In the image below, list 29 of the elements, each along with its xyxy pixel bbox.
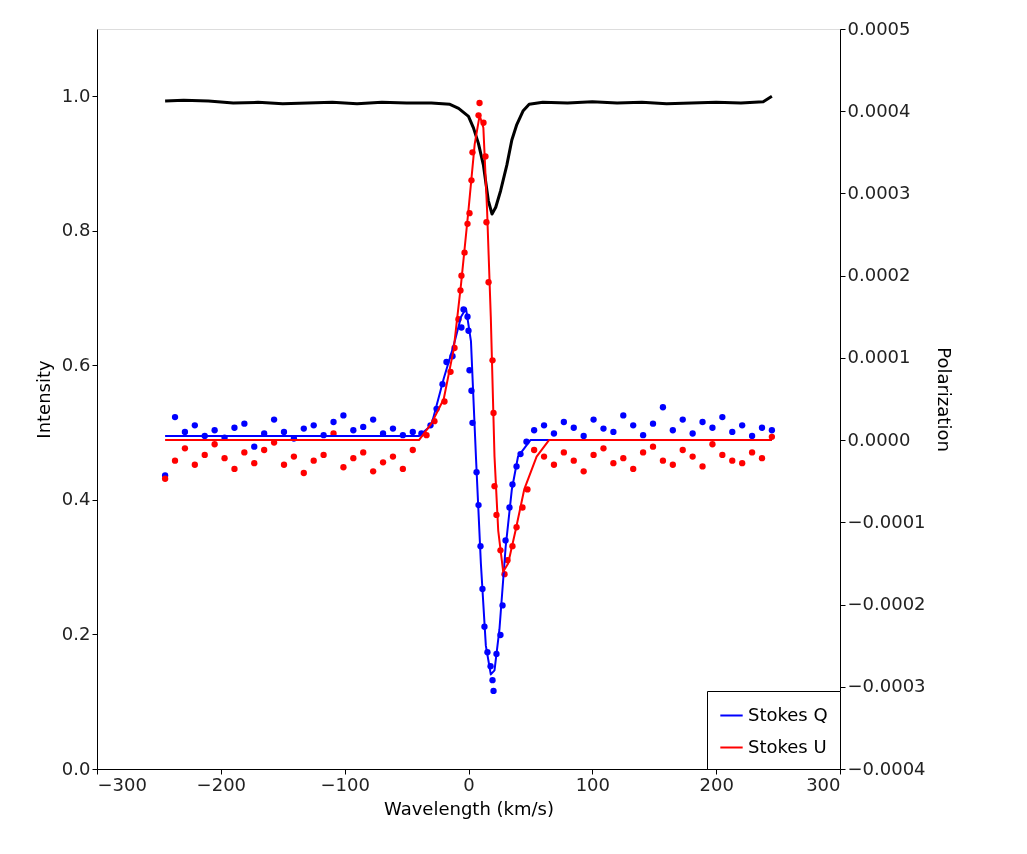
y2-axis-title: Polarization — [933, 347, 955, 452]
y2-tick-label: −0.0003 — [847, 675, 926, 697]
legend-label: Stokes U — [748, 735, 827, 757]
y-tick-label: 0.8 — [61, 219, 91, 241]
y2-tick-label: 0.0002 — [847, 264, 911, 286]
y-tick-label: 1.0 — [61, 84, 91, 106]
y-tick-label: 0.4 — [61, 488, 91, 510]
y-tick-label: 0.6 — [61, 353, 91, 375]
x-axis-title: Wavelength (km/s) — [384, 797, 554, 819]
y2-tick-label: 0.0005 — [847, 17, 911, 39]
x-tick-label: 300 — [806, 773, 841, 795]
y2-tick-label: −0.0004 — [847, 757, 926, 779]
line-series — [163, 94, 774, 216]
y2-tick-label: 0.0004 — [847, 99, 911, 121]
y-tick-label: 0.2 — [61, 622, 91, 644]
y2-tick-label: −0.0002 — [847, 593, 926, 615]
y-axis-title: Intensity — [32, 359, 54, 439]
y2-tick-label: −0.0001 — [847, 510, 926, 532]
x-tick-label: 0 — [463, 773, 475, 795]
x-tick-label: −100 — [320, 773, 370, 795]
y-tick-label: 0.0 — [61, 757, 91, 779]
legend-label: Stokes Q — [748, 703, 828, 725]
x-tick-label: −300 — [97, 773, 147, 795]
y2-tick-label: 0.0003 — [847, 181, 911, 203]
y2-tick-label: 0.0001 — [847, 346, 911, 368]
y2-tick-label: 0.0000 — [847, 428, 911, 450]
x-tick-label: 100 — [575, 773, 611, 795]
x-tick-label: −200 — [196, 773, 247, 795]
x-tick-label: 200 — [699, 773, 734, 795]
